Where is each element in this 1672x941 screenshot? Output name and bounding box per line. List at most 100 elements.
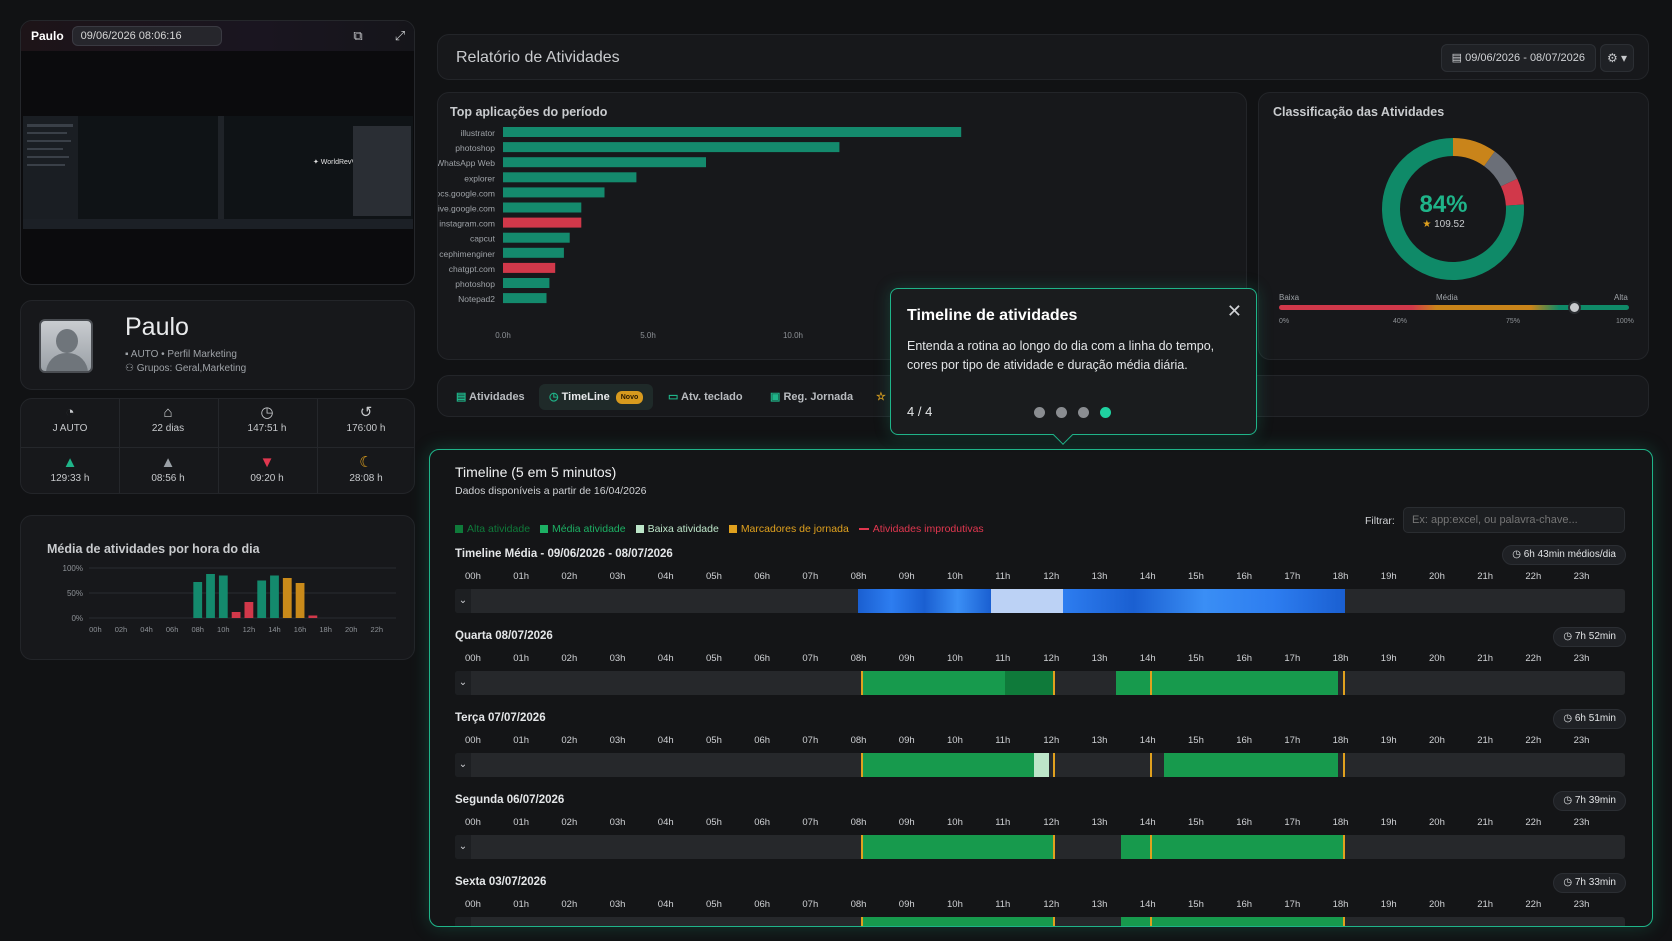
tab-reg-jornada[interactable]: ▣ Reg. Jornada xyxy=(770,391,854,403)
user-profile-card: Paulo ▪ AUTO • Perfil Marketing ⚇ Grupos… xyxy=(20,300,415,390)
hour-label: 18h xyxy=(1332,735,1349,746)
chevron-down-icon[interactable]: ⌄ xyxy=(455,671,471,695)
app-bar[interactable] xyxy=(503,142,840,153)
app-bar[interactable] xyxy=(503,247,564,258)
chevron-down-icon[interactable]: ⌄ xyxy=(455,589,471,613)
screen-player[interactable]: Paulo 09/06/2026 08:06:16 ⧉ ⤢ ✦ WorldRev… xyxy=(20,20,415,285)
donut-slice[interactable] xyxy=(1452,138,1495,167)
settings-dropdown-button[interactable]: ⚙ ▾ xyxy=(1600,44,1634,72)
chevron-down-icon[interactable]: ⌄ xyxy=(455,917,471,926)
hour-label: 20h xyxy=(1429,571,1445,582)
hourly-bar[interactable] xyxy=(257,580,267,619)
activity-segment[interactable] xyxy=(1034,753,1049,777)
legend-unproductive[interactable]: Atividades improdutivas xyxy=(858,523,984,535)
hour-label: 03h xyxy=(609,817,626,828)
tab-atividades[interactable]: ▤ Atividades xyxy=(456,391,525,403)
journey-marker xyxy=(1149,753,1152,777)
legend-high[interactable]: Alta atividade xyxy=(455,523,530,535)
classification-percent: 84% xyxy=(1419,191,1468,218)
app-label: drive.google.com xyxy=(438,204,495,214)
tab-timeline[interactable]: ◷ TimeLine Novo xyxy=(539,384,654,410)
step-dot-2[interactable] xyxy=(1056,407,1067,418)
hourly-bar[interactable] xyxy=(308,615,318,619)
hour-label: 02h xyxy=(561,571,578,582)
hour-label: 21h xyxy=(1477,571,1494,582)
hourly-bar[interactable] xyxy=(218,575,228,619)
hourly-bar[interactable] xyxy=(206,574,215,618)
hour-label: 12h xyxy=(1043,735,1060,746)
hourly-bar[interactable] xyxy=(270,575,279,619)
hour-label: 00h xyxy=(465,653,481,664)
thumbs-up-icon: ▲ xyxy=(62,454,78,471)
activity-segment[interactable] xyxy=(860,835,1054,859)
step-dot-1[interactable] xyxy=(1034,407,1045,418)
filter-input[interactable] xyxy=(1403,507,1625,533)
hour-label: 18h xyxy=(1332,817,1349,828)
app-bar[interactable] xyxy=(503,217,582,228)
expand-icon[interactable]: ⤢ xyxy=(394,28,406,43)
chevron-down-icon[interactable]: ⌄ xyxy=(455,835,471,859)
tooltip-body: Entenda a rotina ao longo do dia com a l… xyxy=(907,339,1215,372)
hourly-x-tick: 10h xyxy=(217,625,230,634)
app-bar[interactable] xyxy=(503,157,706,168)
app-bar[interactable] xyxy=(503,232,570,243)
app-bar[interactable] xyxy=(503,278,550,288)
activity-segment[interactable] xyxy=(858,589,991,613)
scale-label-low: Baixa xyxy=(1279,293,1300,302)
hourly-bar[interactable] xyxy=(231,612,241,618)
hourly-x-tick: 04h xyxy=(140,625,153,634)
activity-segment[interactable] xyxy=(1005,671,1054,695)
hourly-bar[interactable] xyxy=(244,602,254,618)
legend-medium[interactable]: Média atividade xyxy=(540,523,626,535)
thumbs-down-icon: ▼ xyxy=(259,454,275,471)
app-bar[interactable] xyxy=(503,187,605,198)
player-timestamp[interactable]: 09/06/2026 08:06:16 xyxy=(71,26,222,46)
app-bar[interactable] xyxy=(503,172,637,183)
journey-marker xyxy=(1053,671,1056,695)
journey-marker xyxy=(1053,835,1056,859)
hourly-x-tick: 02h xyxy=(115,625,128,634)
close-icon[interactable]: ✕ xyxy=(1226,301,1242,321)
activity-segment[interactable] xyxy=(1116,671,1338,695)
timeline-track[interactable]: ⌄ xyxy=(455,835,1625,859)
stats-grid: ◔ J AUTO ⌂ 22 dias ◷ 147:51 h ↺ 176:00 h ▲ 12… xyxy=(20,398,415,494)
app-bar[interactable] xyxy=(503,293,547,304)
hourly-bar[interactable] xyxy=(282,578,292,618)
external-link-icon[interactable]: ⧉ xyxy=(353,28,363,43)
donut-slice[interactable] xyxy=(1500,178,1524,207)
tab-keyboard[interactable]: ▭ Atv. teclado xyxy=(668,391,743,403)
activity-segment[interactable] xyxy=(1120,917,1343,926)
hourly-bar[interactable] xyxy=(295,583,305,618)
activity-segment[interactable] xyxy=(990,589,1064,613)
timeline-track[interactable]: ⌄ xyxy=(455,589,1625,613)
date-range-picker[interactable]: ▤ 09/06/2026 - 08/07/2026 xyxy=(1440,44,1596,72)
step-dot-3[interactable] xyxy=(1078,407,1089,418)
activity-segment[interactable] xyxy=(860,753,1035,777)
app-bar[interactable] xyxy=(503,262,556,273)
hour-label: 02h xyxy=(561,817,578,828)
app-bar[interactable] xyxy=(503,127,962,137)
duration-pill: ◷ 7h 52min xyxy=(1553,627,1626,647)
step-dot-4[interactable] xyxy=(1100,407,1111,418)
activity-segment[interactable] xyxy=(860,671,1006,695)
filter-label: Filtrar: xyxy=(1365,515,1395,527)
app-bar[interactable] xyxy=(503,202,582,213)
timeline-track[interactable]: ⌄ xyxy=(455,671,1625,695)
hourly-bar[interactable] xyxy=(193,582,203,618)
hour-label: 03h xyxy=(609,653,626,664)
legend-markers[interactable]: Marcadores de jornada xyxy=(728,523,849,535)
timeline-track[interactable]: ⌄ xyxy=(455,917,1625,926)
star-tab-icon[interactable]: ☆ xyxy=(876,391,886,403)
chevron-down-icon[interactable]: ⌄ xyxy=(455,753,471,777)
donut-slice[interactable] xyxy=(1483,151,1518,187)
legend-low[interactable]: Baixa atividade xyxy=(635,523,719,535)
hour-label: 02h xyxy=(561,653,578,664)
activity-segment[interactable] xyxy=(860,917,1054,926)
activity-segment[interactable] xyxy=(1120,835,1343,859)
donut-slice[interactable] xyxy=(1382,138,1524,280)
activity-segment[interactable] xyxy=(1164,753,1338,777)
thumbs-up-gray-icon: ▲ xyxy=(160,454,176,471)
timeline-track[interactable]: ⌄ xyxy=(455,753,1625,777)
hour-label: 22h xyxy=(1525,571,1542,582)
activity-segment[interactable] xyxy=(1063,589,1345,613)
